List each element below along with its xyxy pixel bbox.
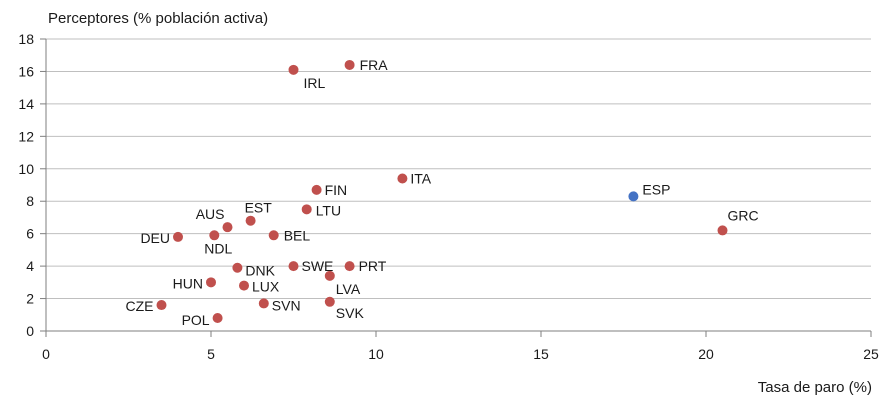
x-tick-label: 15 (533, 346, 549, 362)
data-point-irl (288, 64, 299, 75)
point-label-lux: LUX (252, 279, 280, 295)
x-tick-label: 20 (698, 346, 714, 362)
y-tick-label: 18 (18, 31, 34, 47)
point-label-fin: FIN (325, 182, 348, 198)
y-tick-label: 0 (26, 323, 34, 339)
x-axis-title: Tasa de paro (%) (758, 379, 872, 396)
data-point-bel (268, 230, 279, 241)
point-label-ltu: LTU (316, 202, 341, 218)
point-label-ita: ITA (410, 171, 431, 187)
x-tick-label: 10 (368, 346, 384, 362)
y-tick-label: 2 (26, 291, 34, 307)
y-axis-title: Perceptores (% población activa) (48, 10, 268, 27)
gridlines (46, 38, 871, 300)
data-point-deu (173, 231, 183, 242)
data-point-fin (311, 184, 322, 195)
point-label-bel: BEL (284, 227, 311, 243)
y-tick-label: 6 (26, 226, 34, 242)
y-tick-label: 8 (26, 193, 34, 209)
point-label-aus: AUS (196, 206, 225, 222)
data-points: FRA IRL ITA ESP FIN LTU EST AUS GRC BEL NDL DEU DNK S… (126, 57, 759, 328)
data-point-esp (628, 191, 639, 202)
data-point-ltu (301, 204, 312, 215)
data-point-lva (324, 270, 335, 281)
x-tick-label: 5 (207, 346, 215, 362)
point-label-dnk: DNK (245, 263, 275, 279)
point-label-est: EST (245, 200, 273, 216)
data-point-est (245, 215, 256, 226)
point-label-grc: GRC (728, 207, 759, 223)
point-label-lva: LVA (336, 281, 361, 297)
y-tick-label: 4 (26, 258, 34, 274)
point-label-fra: FRA (360, 57, 389, 73)
point-label-deu: DEU (140, 230, 170, 246)
data-point-swe (288, 261, 299, 272)
data-point-fra (344, 59, 355, 70)
y-tick-label: 14 (18, 96, 34, 112)
data-point-aus (222, 222, 233, 233)
point-label-svn: SVN (272, 297, 301, 313)
axes: 0 2 4 6 8 10 12 14 16 18 0 5 10 15 20 25 (18, 31, 879, 362)
point-label-irl: IRL (304, 75, 326, 91)
point-label-svk: SVK (336, 305, 365, 321)
data-point-grc (717, 225, 728, 236)
data-point-svk (324, 296, 335, 307)
data-point-dnk (232, 262, 243, 273)
data-point-pol (212, 313, 223, 324)
x-tick-label: 25 (863, 346, 879, 362)
y-tick-label: 16 (18, 63, 34, 79)
data-point-lux (239, 280, 249, 291)
data-point-cze (156, 300, 167, 311)
point-label-esp: ESP (642, 181, 670, 197)
point-label-hun: HUN (173, 275, 203, 291)
data-point-svn (258, 298, 269, 309)
y-tick-label: 10 (18, 161, 34, 177)
point-label-cze: CZE (126, 298, 154, 314)
point-label-ndl: NDL (204, 240, 232, 256)
point-label-pol: POL (182, 312, 210, 328)
data-point-prt (344, 261, 355, 272)
point-label-prt: PRT (359, 258, 387, 274)
y-tick-label: 12 (18, 128, 34, 144)
point-label-swe: SWE (302, 258, 334, 274)
x-tick-label: 0 (42, 346, 50, 362)
data-point-ita (397, 173, 408, 184)
data-point-ndl (209, 230, 220, 241)
data-point-hun (206, 277, 216, 288)
